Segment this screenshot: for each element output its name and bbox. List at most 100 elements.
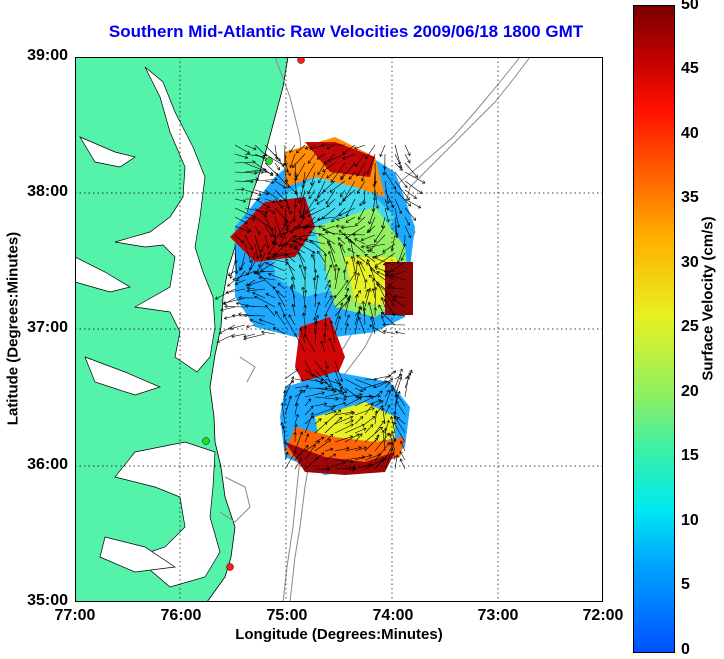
velocity-arrow bbox=[347, 248, 356, 254]
velocity-arrow bbox=[292, 153, 306, 168]
velocity-arrow bbox=[264, 207, 276, 214]
colorbar-tick: 5 bbox=[681, 576, 690, 593]
velocity-arrow bbox=[374, 225, 386, 243]
velocity-arrow bbox=[244, 167, 267, 173]
velocity-arrow bbox=[320, 143, 346, 147]
velocity-arrow bbox=[344, 260, 349, 272]
velocity-arrow bbox=[383, 298, 396, 317]
velocity-arrow bbox=[294, 423, 298, 434]
velocity-arrow bbox=[366, 249, 376, 254]
velocity-arrow bbox=[294, 240, 316, 254]
velocity-arrow bbox=[399, 451, 406, 461]
velocity-arrow bbox=[244, 304, 266, 308]
velocity-arrow bbox=[384, 384, 394, 407]
velocity-arrow bbox=[223, 297, 236, 305]
velocity-arrow bbox=[318, 171, 326, 184]
velocity-arrow bbox=[234, 279, 246, 285]
velocity-arrow bbox=[368, 207, 376, 225]
velocity-arrow bbox=[274, 144, 279, 161]
velocity-arrow bbox=[214, 288, 236, 300]
velocity-arrow bbox=[340, 243, 346, 254]
velocity-arrow bbox=[324, 360, 329, 370]
velocity-arrow bbox=[244, 189, 262, 196]
velocity-arrow bbox=[289, 144, 296, 154]
velocity-arrow bbox=[307, 153, 316, 164]
velocity-arrow bbox=[294, 225, 316, 230]
velocity-arrow bbox=[316, 216, 336, 221]
colorbar-tick: 45 bbox=[681, 60, 699, 77]
velocity-arrow bbox=[374, 400, 384, 407]
velocity-arrow bbox=[344, 392, 363, 398]
velocity-arrow bbox=[264, 189, 283, 203]
y-axis-label: Latitude (Degrees:Minutes) bbox=[4, 231, 22, 426]
velocity-arrow bbox=[338, 207, 356, 217]
velocity-arrow bbox=[350, 255, 356, 272]
velocity-arrow bbox=[369, 324, 386, 335]
colorbar-tick: 0 bbox=[681, 641, 690, 658]
velocity-arrow bbox=[382, 261, 396, 266]
velocity-arrow bbox=[357, 316, 366, 335]
velocity-arrow bbox=[404, 375, 410, 398]
velocity-arrow bbox=[294, 444, 309, 461]
velocity-arrow bbox=[334, 315, 342, 335]
velocity-arrow bbox=[374, 420, 385, 434]
velocity-arrow bbox=[384, 171, 397, 190]
velocity-arrow bbox=[251, 291, 266, 299]
velocity-arrow bbox=[361, 300, 366, 326]
velocity-arrow bbox=[254, 144, 268, 157]
grid-lines bbox=[75, 57, 603, 602]
velocity-arrow bbox=[246, 286, 256, 290]
velocity-arrow bbox=[314, 320, 319, 344]
velocity-arrow bbox=[392, 387, 406, 407]
velocity-arrow bbox=[354, 293, 359, 308]
velocity-arrow bbox=[281, 243, 296, 247]
velocity-arrow bbox=[234, 234, 245, 244]
velocity-arrow bbox=[371, 287, 376, 299]
velocity-arrow bbox=[404, 171, 426, 184]
velocity-arrow bbox=[356, 254, 366, 263]
velocity-arrow bbox=[294, 413, 299, 425]
velocity-arrow bbox=[356, 180, 366, 194]
velocity-arrow bbox=[330, 162, 346, 183]
velocity-arrow bbox=[302, 312, 306, 326]
velocity-arrow bbox=[294, 457, 302, 470]
velocity-arrow bbox=[404, 225, 412, 239]
velocity-arrow bbox=[234, 187, 245, 192]
velocity-arrow bbox=[364, 416, 376, 425]
velocity-arrow bbox=[383, 269, 396, 274]
velocity-arrow bbox=[315, 180, 326, 202]
velocity-arrow bbox=[316, 153, 326, 160]
velocity-arrow bbox=[344, 378, 367, 391]
velocity-arrow bbox=[342, 269, 347, 281]
velocity-arrow bbox=[313, 269, 318, 281]
map-svg bbox=[75, 57, 603, 602]
velocity-arrow bbox=[324, 433, 334, 443]
velocity-arrow bbox=[324, 453, 337, 461]
velocity-arrow bbox=[374, 459, 384, 470]
velocity-arrow bbox=[354, 433, 363, 443]
map-title: Southern Mid-Atlantic Raw Velocities 200… bbox=[108, 22, 584, 41]
velocity-arrow bbox=[394, 189, 412, 207]
velocity-arrow bbox=[274, 216, 283, 239]
velocity-arrow bbox=[220, 306, 236, 312]
velocity-arrow bbox=[404, 369, 413, 389]
velocity-arrow bbox=[390, 415, 396, 434]
velocity-arrow bbox=[254, 295, 276, 308]
velocity-arrow bbox=[362, 189, 366, 205]
velocity-arrow bbox=[364, 287, 372, 308]
velocity-arrow bbox=[247, 279, 266, 287]
velocity-arrow bbox=[344, 287, 350, 299]
velocity-arrow bbox=[284, 189, 291, 210]
velocity-arrow bbox=[372, 171, 377, 188]
velocity-arrow bbox=[365, 243, 386, 250]
velocity-arrow bbox=[394, 207, 401, 229]
velocity-arrow bbox=[334, 396, 347, 401]
velocity-arrow bbox=[318, 233, 336, 245]
map-panel[interactable] bbox=[75, 57, 603, 602]
velocity-arrow bbox=[317, 250, 326, 263]
velocity-arrow bbox=[334, 401, 347, 407]
velocity-arrow bbox=[326, 171, 336, 179]
velocity-arrow bbox=[246, 261, 256, 276]
velocity-arrow bbox=[274, 198, 284, 209]
velocity-arrow bbox=[304, 444, 316, 461]
